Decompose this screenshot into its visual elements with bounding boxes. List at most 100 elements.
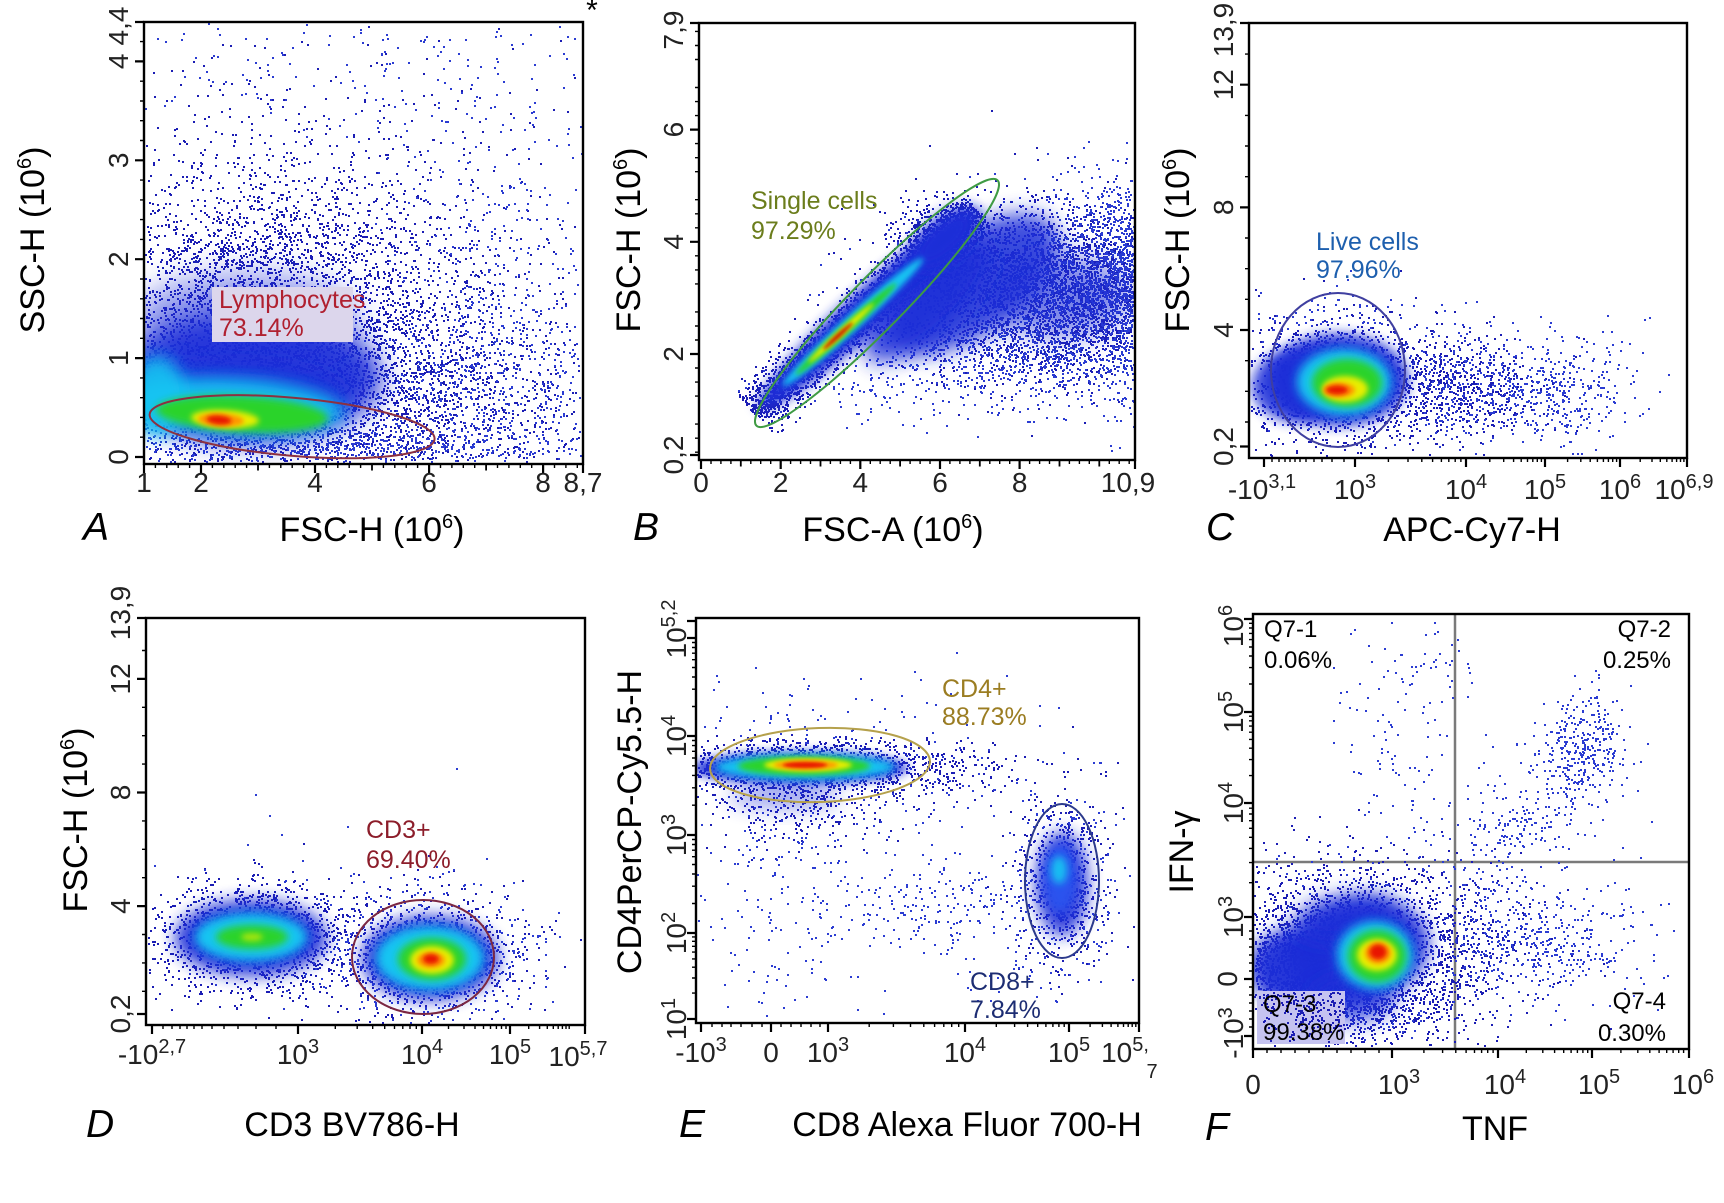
svg-text:104: 104 bbox=[1484, 1066, 1526, 1100]
svg-text:Q7-1: Q7-1 bbox=[1264, 616, 1317, 643]
svg-text:106: 106 bbox=[1672, 1066, 1714, 1100]
svg-text:106: 106 bbox=[1215, 605, 1249, 647]
svg-text:102: 102 bbox=[658, 912, 692, 954]
svg-text:Lymphocytes: Lymphocytes bbox=[219, 286, 365, 314]
svg-text:12: 12 bbox=[105, 663, 136, 694]
svg-text:D: D bbox=[86, 1103, 114, 1146]
svg-text:0,2: 0,2 bbox=[658, 436, 689, 475]
svg-text:0.25%: 0.25% bbox=[1603, 647, 1671, 674]
svg-text:0,2: 0,2 bbox=[1208, 427, 1239, 466]
svg-text:8: 8 bbox=[105, 785, 136, 801]
svg-text:Q7-2: Q7-2 bbox=[1618, 616, 1671, 643]
svg-text:106,9: 106,9 bbox=[1655, 471, 1714, 505]
svg-text:4: 4 bbox=[1208, 322, 1239, 338]
svg-text:CD3 BV786-H: CD3 BV786-H bbox=[244, 1106, 459, 1144]
svg-text:APC-Cy7-H: APC-Cy7-H bbox=[1383, 511, 1561, 549]
svg-text:103: 103 bbox=[1215, 896, 1249, 938]
svg-text:0: 0 bbox=[103, 449, 134, 465]
svg-text:7: 7 bbox=[1146, 1061, 1157, 1083]
svg-text:Q7-4: Q7-4 bbox=[1613, 988, 1666, 1015]
svg-text:0: 0 bbox=[1212, 971, 1243, 987]
svg-text:105: 105 bbox=[489, 1036, 531, 1070]
svg-text:8: 8 bbox=[1208, 200, 1239, 216]
svg-text:IFN-γ: IFN-γ bbox=[1163, 810, 1201, 893]
svg-text:CD4+: CD4+ bbox=[942, 675, 1007, 703]
svg-text:106: 106 bbox=[1599, 471, 1641, 505]
svg-text:CD4PerCP-Cy5.5-H: CD4PerCP-Cy5.5-H bbox=[611, 670, 649, 974]
svg-text:99.38%: 99.38% bbox=[1263, 1019, 1344, 1046]
svg-text:105,: 105, bbox=[1101, 1034, 1149, 1068]
svg-text:105: 105 bbox=[1524, 471, 1566, 505]
svg-text:4: 4 bbox=[103, 54, 134, 70]
svg-text:FSC-H (106): FSC-H (106) bbox=[1159, 148, 1197, 333]
svg-text:4,4: 4,4 bbox=[103, 7, 134, 46]
svg-text:105: 105 bbox=[1578, 1066, 1620, 1100]
svg-text:FSC-H (106): FSC-H (106) bbox=[280, 511, 465, 549]
svg-text:B: B bbox=[633, 506, 659, 549]
svg-text:12: 12 bbox=[1208, 69, 1239, 100]
svg-text:6: 6 bbox=[932, 467, 948, 498]
svg-text:SSC-H (106): SSC-H (106) bbox=[14, 147, 52, 334]
svg-text:E: E bbox=[679, 1103, 706, 1146]
svg-text:104: 104 bbox=[944, 1034, 986, 1068]
svg-text:CD8 Alexa Fluor 700-H: CD8 Alexa Fluor 700-H bbox=[792, 1106, 1142, 1144]
svg-text:103: 103 bbox=[807, 1034, 849, 1068]
svg-text:Live cells: Live cells bbox=[1316, 228, 1419, 256]
svg-text:69.40%: 69.40% bbox=[366, 846, 451, 874]
svg-text:F: F bbox=[1205, 1106, 1231, 1149]
svg-text:8: 8 bbox=[535, 467, 551, 498]
svg-text:6: 6 bbox=[421, 467, 437, 498]
svg-text:C: C bbox=[1206, 506, 1235, 549]
svg-text:3: 3 bbox=[103, 153, 134, 169]
svg-text:97.29%: 97.29% bbox=[751, 217, 836, 245]
svg-text:8,7: 8,7 bbox=[564, 467, 603, 498]
svg-text:4: 4 bbox=[853, 467, 869, 498]
svg-text:103: 103 bbox=[1378, 1066, 1420, 1100]
svg-text:103: 103 bbox=[277, 1036, 319, 1070]
svg-text:0: 0 bbox=[763, 1037, 779, 1068]
svg-text:104: 104 bbox=[1445, 471, 1487, 505]
svg-text:FSC-H (106): FSC-H (106) bbox=[57, 728, 95, 913]
svg-text:105: 105 bbox=[1048, 1034, 1090, 1068]
svg-text:0: 0 bbox=[1245, 1069, 1261, 1100]
svg-text:FSC-A (106): FSC-A (106) bbox=[802, 511, 983, 549]
svg-text:7.84%: 7.84% bbox=[970, 996, 1041, 1024]
svg-text:103: 103 bbox=[658, 814, 692, 856]
svg-text:0: 0 bbox=[693, 467, 709, 498]
svg-text:97.96%: 97.96% bbox=[1316, 256, 1401, 284]
svg-text:Single cells: Single cells bbox=[751, 187, 877, 215]
svg-text:104: 104 bbox=[401, 1036, 443, 1070]
svg-text:105: 105 bbox=[1215, 691, 1249, 733]
svg-text:0,2: 0,2 bbox=[105, 995, 136, 1034]
svg-text:-103: -103 bbox=[1215, 1007, 1249, 1059]
svg-text:101: 101 bbox=[658, 998, 692, 1040]
svg-text:105,7: 105,7 bbox=[549, 1038, 608, 1072]
svg-text:2: 2 bbox=[773, 467, 789, 498]
svg-text:4: 4 bbox=[658, 234, 689, 250]
svg-text:CD8+: CD8+ bbox=[970, 968, 1035, 996]
svg-text:103: 103 bbox=[1334, 471, 1376, 505]
svg-text:8: 8 bbox=[1012, 467, 1028, 498]
svg-text:Q7-3: Q7-3 bbox=[1263, 991, 1316, 1018]
svg-text:0.30%: 0.30% bbox=[1598, 1020, 1666, 1047]
svg-text:2: 2 bbox=[193, 467, 209, 498]
svg-text:TNF: TNF bbox=[1462, 1110, 1528, 1148]
svg-text:2: 2 bbox=[658, 346, 689, 362]
svg-text:105,2: 105,2 bbox=[658, 600, 692, 659]
svg-text:-102,7: -102,7 bbox=[118, 1036, 186, 1070]
svg-text:7,9: 7,9 bbox=[658, 11, 689, 50]
svg-text:1: 1 bbox=[136, 467, 152, 498]
svg-text:13,9: 13,9 bbox=[105, 586, 136, 641]
svg-text:104: 104 bbox=[658, 715, 692, 757]
svg-text:1: 1 bbox=[103, 350, 134, 366]
svg-text:73.14%: 73.14% bbox=[219, 314, 304, 342]
svg-text:-103,1: -103,1 bbox=[1228, 471, 1296, 505]
svg-text:A: A bbox=[81, 506, 109, 549]
svg-text:4: 4 bbox=[105, 898, 136, 914]
svg-text:*: * bbox=[586, 0, 598, 27]
svg-text:CD3+: CD3+ bbox=[366, 816, 431, 844]
svg-text:4: 4 bbox=[307, 467, 323, 498]
svg-text:88.73%: 88.73% bbox=[942, 703, 1027, 731]
svg-text:FSC-H (106): FSC-H (106) bbox=[610, 148, 648, 333]
svg-text:2: 2 bbox=[103, 251, 134, 267]
